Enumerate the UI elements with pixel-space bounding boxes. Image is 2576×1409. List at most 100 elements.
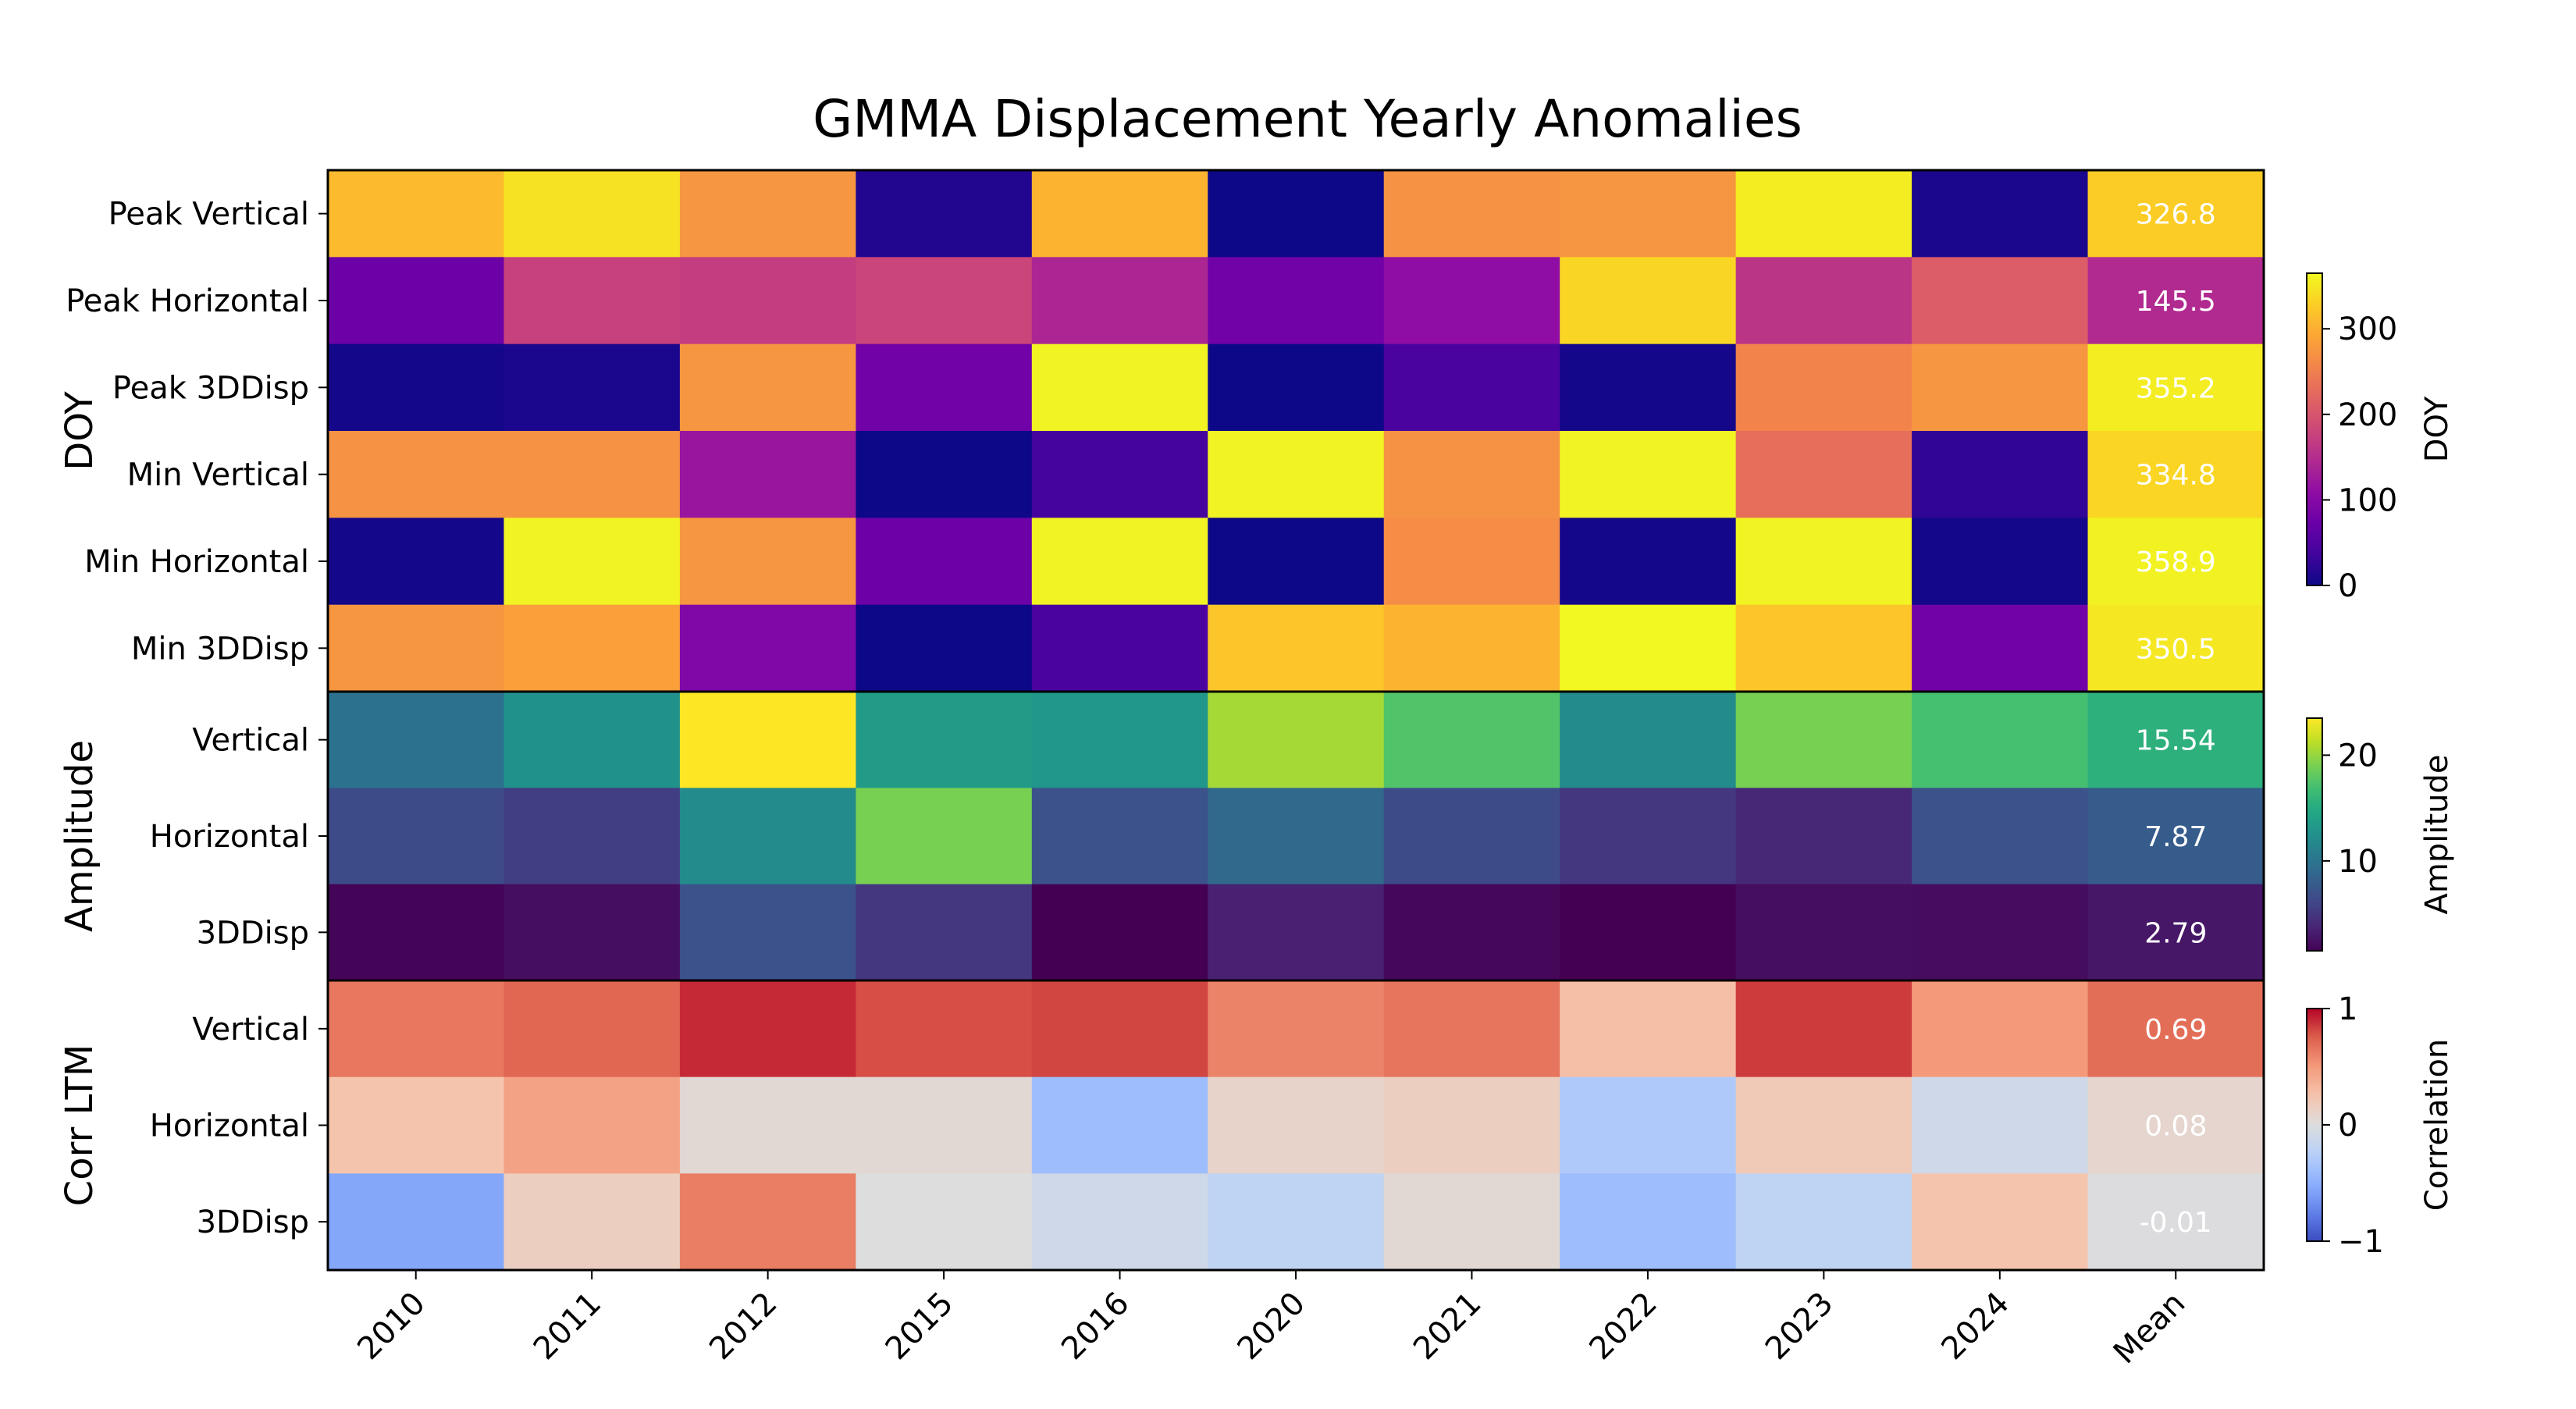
heatmap-cell [2087,884,2265,981]
heatmap-cell [328,1076,505,1174]
heatmap-cell [503,257,681,345]
column-label: 2020 [1231,1286,1313,1368]
mean-value-label: 334.8 [2136,460,2216,492]
heatmap-cell [1208,431,1385,518]
heatmap-cell [1208,518,1385,606]
heatmap-cell [1383,431,1560,518]
heatmap-cell [1735,604,1912,692]
heatmap-cell [1383,170,1560,258]
row-label: Peak Horizontal [66,283,309,319]
colorbar-tick-label: 1 [2338,991,2357,1027]
heatmap-cell [1912,692,2089,788]
heatmap-cell [1208,788,1385,885]
row-label: Min 3DDisp [131,631,309,667]
row-label: Horizontal [150,819,309,855]
heatmap-cell [1912,788,2089,885]
heatmap-cell [503,1173,681,1271]
heatmap-cell [1383,518,1560,606]
colorbar [2306,717,2323,952]
heatmap-cell [856,980,1033,1078]
heatmap-cell [856,604,1033,692]
heatmap-cell [856,518,1033,606]
heatmap-cell [1031,604,1208,692]
heatmap-cell [1735,518,1912,606]
heatmap-cell [679,170,856,258]
colorbar-tick-label: 0 [2338,1108,2357,1144]
heatmap-cell [1735,431,1912,518]
heatmap-cell [2087,692,2265,788]
heatmap-cell [679,518,856,606]
heatmap-cell [1735,343,1912,432]
heatmap-cell [856,170,1033,258]
heatmap-cell [1383,257,1560,345]
row-label: Min Horizontal [84,544,309,580]
heatmap-cell [328,788,505,885]
heatmap-cell [1031,170,1208,258]
heatmap-cell [1912,518,2089,606]
heatmap-cell [679,343,856,432]
heatmap-cell [1031,518,1208,606]
heatmap-cell [1912,980,2089,1078]
row-label: Vertical [192,723,309,759]
heatmap-cell [1912,170,2089,258]
heatmap-cell [1735,1173,1912,1271]
heatmap-cell [1208,604,1385,692]
heatmap-cell [1031,692,1208,788]
heatmap-cell [503,170,681,258]
colorbar [2306,272,2323,586]
colorbar-label: DOY [2419,396,2455,462]
row-label: Horizontal [150,1108,309,1144]
heatmap-cell [1560,1173,1737,1271]
heatmap-cell [1735,257,1912,345]
heatmap-cell [1208,884,1385,981]
heatmap-cell [679,257,856,345]
heatmap-cell [1031,431,1208,518]
heatmap-cell [1735,170,1912,258]
heatmap-cell [856,1173,1033,1271]
heatmap-cell [2087,518,2265,606]
heatmap-cell [1383,788,1560,885]
heatmap-cell [328,692,505,788]
heatmap-cell [1560,170,1737,258]
heatmap-cell [1560,604,1737,692]
heatmap-cell [328,518,505,606]
heatmap-cell [1912,257,2089,345]
heatmap-cell [679,1173,856,1271]
heatmap-cell [1735,884,1912,981]
heatmap-cell [1560,884,1737,981]
heatmap-cell [679,604,856,692]
heatmap-cell [1912,343,2089,432]
heatmap-cell [1208,1173,1385,1271]
heatmap-cell [503,692,681,788]
panel-ylabel: DOY [58,391,101,471]
heatmap-cell [1735,1076,1912,1174]
colorbar-tick-label: 10 [2338,844,2378,880]
heatmap-cell [1912,884,2089,981]
heatmap-cell [503,431,681,518]
heatmap-cell [1560,257,1737,345]
heatmap-cell [1031,1076,1208,1174]
column-label: 2023 [1759,1286,1841,1368]
row-label: Min Vertical [127,457,309,493]
heatmap-cell [503,788,681,885]
heatmap-cell [1208,692,1385,788]
heatmap-cell [1383,343,1560,432]
heatmap-cell [1735,980,1912,1078]
heatmap-cell [1735,788,1912,885]
heatmap-cell [328,170,505,258]
heatmap-cell [503,604,681,692]
heatmap-cell [2087,257,2265,345]
heatmap-cell [1560,343,1737,432]
heatmap-cell [1560,788,1737,885]
heatmap-cell [856,257,1033,345]
heatmap-cell [1912,604,2089,692]
column-label: 2022 [1582,1286,1664,1368]
heatmap-cell [503,518,681,606]
chart-title: GMMA Displacement Yearly Anomalies [813,89,1802,149]
heatmap-cell [2087,788,2265,885]
mean-value-label: 145.5 [2136,286,2216,318]
heatmap-cell [856,692,1033,788]
row-label: Vertical [192,1012,309,1048]
heatmap-cell [2087,1173,2265,1271]
mean-value-label: 15.54 [2136,725,2216,757]
